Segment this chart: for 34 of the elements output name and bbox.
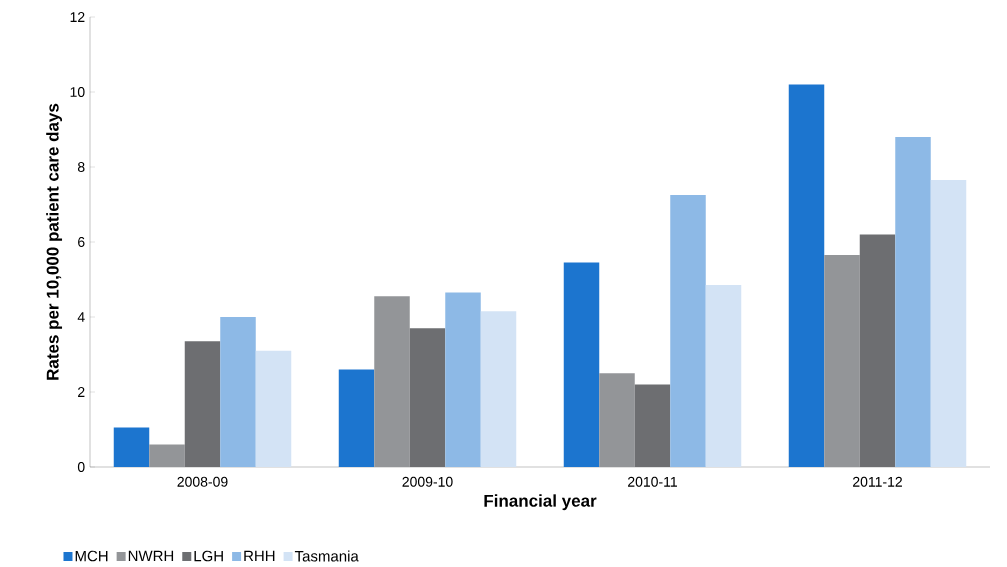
legend-label: MCH xyxy=(75,550,108,562)
y-tick-label: 6 xyxy=(78,236,85,247)
bar xyxy=(445,292,481,467)
y-axis-title: Rates per 10,000 patient care days xyxy=(46,103,63,380)
y-tick-label: 12 xyxy=(70,11,85,22)
bar xyxy=(220,316,256,467)
bar xyxy=(113,427,150,467)
legend-label: Tasmania xyxy=(294,550,359,562)
legend-label: NWRH xyxy=(128,550,174,561)
bar xyxy=(705,284,742,467)
bar xyxy=(374,296,410,467)
x-tick-label: 2009-10 xyxy=(402,476,453,487)
x-axis-title: Financial year xyxy=(484,494,597,510)
y-tick-label: 0 xyxy=(77,461,85,472)
x-tick-label: 2010-11 xyxy=(628,476,677,487)
bar xyxy=(480,311,517,467)
y-tick-label: 4 xyxy=(77,311,85,322)
y-tick-label: 10 xyxy=(70,86,85,97)
bar xyxy=(563,262,600,467)
bar xyxy=(824,254,860,467)
legend-label: LGH xyxy=(194,550,223,562)
bar xyxy=(930,179,967,467)
x-tick-label: 2011-12 xyxy=(853,476,902,487)
bar xyxy=(255,350,292,467)
y-tick-label: 2 xyxy=(78,386,85,397)
y-tick-label: 8 xyxy=(77,161,85,172)
bar xyxy=(670,194,706,467)
bar xyxy=(788,84,825,467)
bar xyxy=(599,373,635,467)
x-tick-label: 2008-09 xyxy=(177,476,228,487)
bar xyxy=(895,136,931,467)
bar xyxy=(338,369,375,467)
bar xyxy=(149,444,185,467)
legend-label: RHH xyxy=(244,550,275,561)
